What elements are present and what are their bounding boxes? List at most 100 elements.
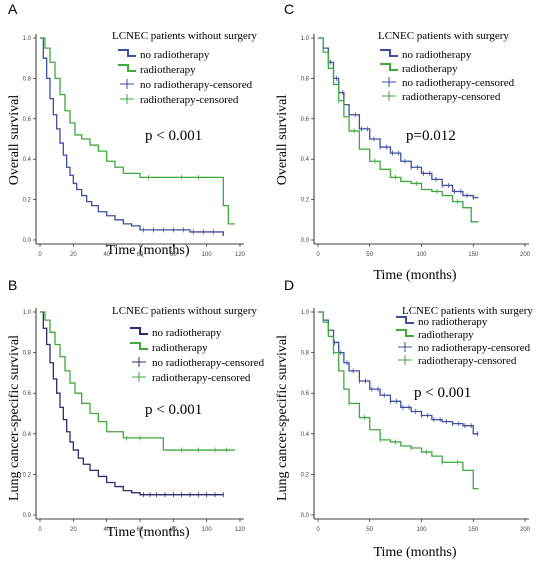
x-tick-label: 20 — [70, 527, 77, 533]
y-tick-label: 0.4 — [23, 432, 32, 438]
panel-title: LCNEC patients without surgery — [112, 30, 257, 42]
legend-label: radiotherapy-censored — [152, 372, 251, 384]
x-tick-label: 20 — [70, 252, 77, 258]
x-tick-label: 40 — [103, 527, 110, 533]
series-line-no-radiotherapy — [40, 37, 224, 236]
x-axis-title: Time (months) — [373, 545, 456, 560]
x-tick-label: 0 — [316, 252, 320, 258]
legend-label: no radiotherapy-censored — [152, 357, 265, 369]
panel-title: LCNEC patients with surgery — [378, 30, 509, 42]
panel-letter: A — [8, 1, 18, 17]
axes: 0 20 40 60 80 100 120 0.0 0.2 0.4 0.6 0.8 1.0 — [23, 34, 246, 258]
y-tick-label: 0.2 — [301, 472, 310, 478]
p-value: p=0.012 — [406, 128, 456, 144]
legend-item: radiotherapy — [118, 64, 196, 76]
x-tick-label: 40 — [103, 252, 110, 258]
series-line-radiotherapy — [40, 311, 235, 451]
panel-letter: B — [8, 277, 17, 293]
legend-label: radiotherapy — [418, 329, 474, 341]
legend-item: no radiotherapy — [118, 49, 210, 61]
panel-a: A LCNEC patients without surgery Time (m… — [7, 1, 257, 258]
legend-item: radiotherapy — [396, 329, 474, 341]
panel-b: B LCNEC patients without surgery Time (m… — [7, 277, 265, 540]
plot-area — [40, 311, 235, 498]
legend-item: radiotherapy — [380, 63, 458, 75]
legend-swatch — [396, 316, 414, 324]
legend-item: radiotherapy — [130, 342, 208, 354]
axes: 0 20 40 60 80 100 120 0.0 0.2 0.4 0.6 0.8 1.0 — [23, 308, 246, 533]
legend-label: no radiotherapy — [152, 327, 222, 339]
legend-label: no radiotherapy — [140, 49, 210, 61]
x-tick-label: 120 — [235, 252, 246, 258]
p-value: p < 0.001 — [145, 128, 202, 144]
legend-item: no radiotherapy-censored — [120, 79, 253, 91]
legend-swatch — [380, 49, 398, 57]
panel-title: LCNEC patients without surgery — [112, 305, 257, 317]
y-tick-label: 1.0 — [301, 310, 310, 316]
y-tick-label: 0.2 — [23, 472, 32, 478]
legend-swatch — [396, 329, 414, 337]
y-tick-label: 0.0 — [301, 513, 310, 519]
y-tick-label: 0.8 — [23, 76, 32, 82]
panel-c: C LCNEC patients with surgery Time (mont… — [275, 1, 531, 283]
panel-d: D LCNEC patients with surgery Time (mont… — [275, 277, 533, 560]
legend: no radiotherapy radiotherapy no radiothera… — [118, 49, 253, 106]
y-tick-label: 0.4 — [301, 432, 310, 438]
legend-label: no radiotherapy-censored — [140, 79, 253, 91]
plot-area — [318, 37, 479, 223]
legend: no radiotherapy radiotherapy no radiothera… — [130, 327, 265, 384]
legend: no radiotherapy radiotherapy no radiothera… — [380, 49, 515, 103]
x-tick-label: 60 — [137, 252, 144, 258]
panel-letter: D — [284, 277, 294, 293]
legend-item: radiotherapy-censored — [120, 94, 239, 106]
legend-swatch — [380, 63, 398, 71]
y-tick-label: 0.6 — [301, 391, 310, 397]
legend-item: radiotherapy-censored — [398, 355, 517, 367]
legend-swatch — [118, 64, 136, 72]
x-tick-label: 100 — [202, 252, 213, 258]
legend-item: radiotherapy-censored — [382, 91, 501, 103]
plot-area — [318, 311, 479, 490]
y-tick-label: 0.4 — [23, 157, 32, 163]
legend-item: no radiotherapy-censored — [132, 357, 265, 369]
y-tick-label: 0.8 — [301, 351, 310, 357]
legend-item: no radiotherapy — [396, 316, 488, 328]
plot-area — [40, 37, 235, 236]
x-tick-label: 0 — [38, 527, 42, 533]
x-tick-label: 100 — [416, 252, 427, 258]
y-tick-label: 1.0 — [301, 36, 310, 42]
legend-label: no radiotherapy-censored — [418, 342, 531, 354]
x-tick-label: 50 — [366, 527, 373, 533]
y-tick-label: 0.0 — [23, 513, 32, 519]
x-tick-label: 80 — [170, 252, 177, 258]
legend-item: no radiotherapy — [130, 327, 222, 339]
x-tick-label: 100 — [416, 527, 427, 533]
x-axis-title: Time (months) — [373, 268, 456, 283]
y-tick-label: 0.2 — [301, 198, 310, 204]
legend-label: radiotherapy-censored — [418, 355, 517, 367]
x-tick-label: 60 — [137, 527, 144, 533]
x-tick-label: 0 — [38, 252, 42, 258]
y-tick-label: 0.0 — [23, 238, 32, 244]
y-axis-title: Lung cancer-specific survival — [275, 335, 290, 501]
x-axis-title: Time (months) — [106, 243, 189, 258]
y-tick-label: 0.2 — [23, 198, 32, 204]
y-tick-label: 1.0 — [23, 310, 32, 316]
y-axis-title: Overall survival — [7, 95, 22, 186]
legend-item: radiotherapy-censored — [132, 372, 251, 384]
x-axis-title: Time (months) — [106, 525, 189, 540]
legend-label: no radiotherapy-censored — [402, 77, 515, 89]
panel-letter: C — [284, 1, 294, 17]
p-value: p < 0.001 — [145, 402, 202, 418]
series-line-no-radiotherapy — [40, 311, 224, 496]
legend-item: no radiotherapy — [380, 49, 472, 61]
x-tick-label: 50 — [366, 252, 373, 258]
y-tick-label: 0.8 — [301, 76, 310, 82]
axes: 0 50 100 150 200 0.0 0.2 0.4 0.6 0.8 1.0 — [301, 34, 531, 258]
x-tick-label: 100 — [202, 527, 213, 533]
legend-swatch — [118, 49, 136, 57]
y-tick-label: 0.6 — [301, 117, 310, 123]
x-tick-label: 200 — [520, 527, 531, 533]
